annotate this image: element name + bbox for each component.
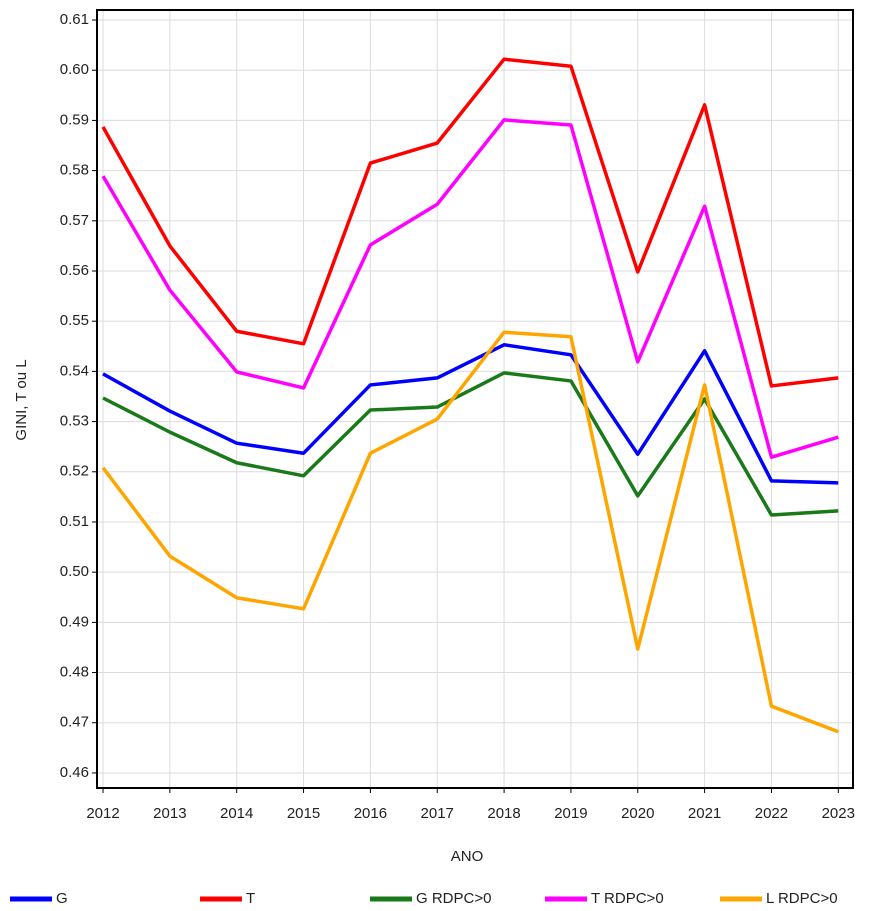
y-tick-label: 0.61 [60, 11, 89, 28]
x-tick-label: 2013 [153, 805, 186, 822]
x-tick-label: 2023 [822, 805, 855, 822]
x-tick-label: 2014 [220, 805, 253, 822]
y-tick-label: 0.56 [60, 262, 89, 279]
x-tick-label: 2021 [688, 805, 721, 822]
y-tick-label: 0.51 [60, 513, 89, 530]
y-tick-label: 0.58 [60, 162, 89, 179]
y-tick-label: 0.60 [60, 61, 89, 78]
series-line [101, 118, 839, 459]
y-tick-label: 0.53 [60, 413, 89, 430]
x-tick-label: 2020 [621, 805, 654, 822]
series-line [101, 330, 839, 734]
y-tick-label: 0.48 [60, 664, 89, 681]
y-axis-label: GINI, T ou L [13, 359, 30, 440]
x-axis-label: ANO [451, 848, 484, 865]
x-tick-label: 2016 [354, 805, 387, 822]
legend-label: G [56, 890, 68, 907]
x-tick-label: 2022 [755, 805, 788, 822]
y-tick-label: 0.47 [60, 714, 89, 731]
y-tick-label: 0.55 [60, 312, 89, 329]
x-tick-label: 2017 [421, 805, 454, 822]
y-tick-label: 0.59 [60, 111, 89, 128]
y-tick-label: 0.46 [60, 764, 89, 781]
y-tick-label: 0.50 [60, 563, 89, 580]
legend-label: T RDPC>0 [591, 890, 664, 907]
y-tick-label: 0.57 [60, 212, 89, 229]
x-tick-label: 2018 [487, 805, 520, 822]
series-line [102, 371, 839, 517]
x-tick-label: 2012 [86, 805, 119, 822]
series-line [101, 57, 839, 388]
x-tick-label: 2019 [554, 805, 587, 822]
y-tick-label: 0.52 [60, 463, 89, 480]
x-tick-label: 2015 [287, 805, 320, 822]
legend-label: L RDPC>0 [766, 890, 838, 907]
series-line [102, 343, 839, 485]
plot-frame [96, 9, 854, 789]
y-tick-label: 0.49 [60, 613, 89, 630]
y-tick-label: 0.54 [60, 362, 89, 379]
legend-label: G RDPC>0 [416, 890, 491, 907]
legend-label: T [246, 890, 255, 907]
